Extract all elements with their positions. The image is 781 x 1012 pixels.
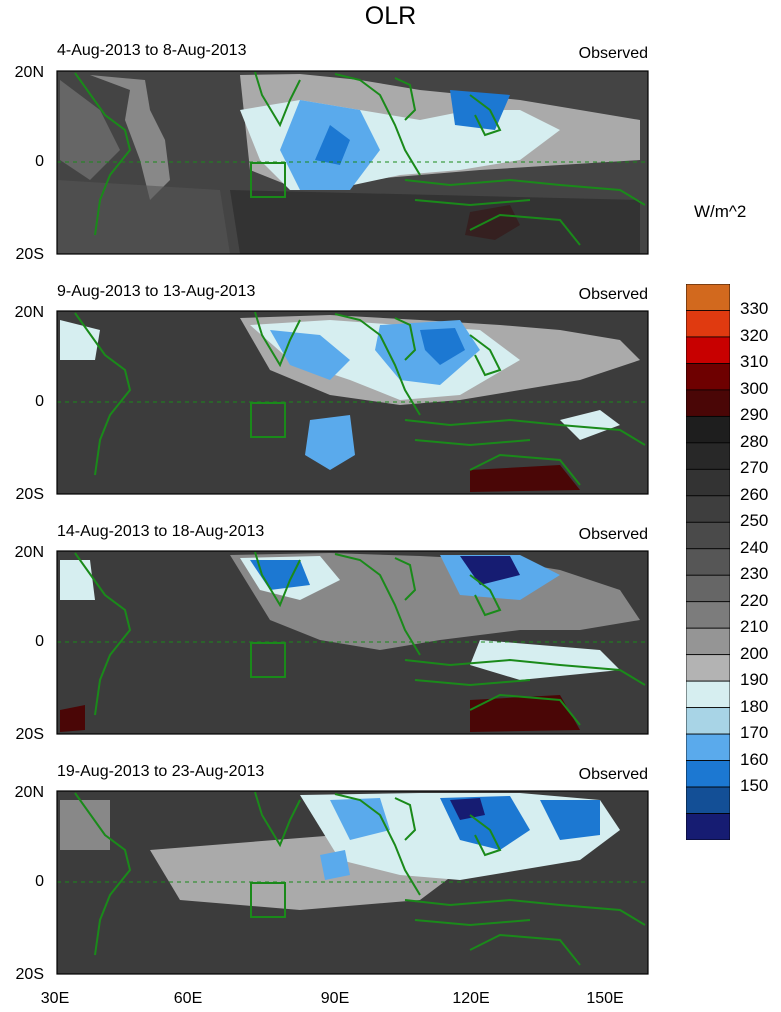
- colorbar-swatch: [686, 574, 730, 603]
- colorbar: [686, 284, 730, 840]
- y-tick-20n-p2: 20N: [14, 304, 44, 321]
- colorbar-tick-label: 210: [740, 617, 769, 637]
- y-tick-0-p3: 0: [35, 633, 44, 650]
- colorbar-swatch: [686, 786, 730, 814]
- colorbar-swatch: [686, 680, 730, 709]
- panel-1-frame: [57, 71, 648, 254]
- y-tick-20n-p1: 20N: [14, 64, 44, 81]
- y-tick-20s-p2: 20S: [15, 486, 44, 503]
- colorbar-swatch: [686, 548, 730, 576]
- colorbar-swatch: [686, 389, 730, 417]
- colorbar-tick-label: 220: [740, 590, 769, 610]
- colorbar-swatch: [686, 495, 730, 523]
- colorbar-swatch: [686, 760, 730, 788]
- colorbar-swatch: [686, 468, 730, 497]
- colorbar-swatch: [686, 310, 730, 338]
- colorbar-tick-label: 240: [740, 537, 769, 557]
- colorbar-tick-label: 160: [740, 749, 769, 769]
- panel-1-coast: [57, 71, 648, 246]
- colorbar-swatch: [686, 627, 730, 656]
- colorbar-tick-label: 280: [740, 431, 769, 451]
- y-tick-20s-p3: 20S: [15, 726, 44, 743]
- panel-2-date: 9-Aug-2013 to 13-Aug-2013: [57, 283, 256, 300]
- colorbar-swatch: [686, 707, 730, 735]
- colorbar-tick-label: 200: [740, 643, 769, 663]
- colorbar-tick-label: 250: [740, 511, 769, 531]
- colorbar-tick-label: 270: [740, 458, 769, 478]
- colorbar-swatch: [686, 654, 730, 682]
- colorbar-tick-label: 260: [740, 484, 769, 504]
- colorbar-swatch: [686, 521, 730, 550]
- colorbar-swatch: [686, 284, 730, 311]
- x-tick-60e: 60E: [173, 990, 203, 1007]
- panel-4-date: 19-Aug-2013 to 23-Aug-2013: [57, 763, 265, 780]
- panel-3-tag: Observed: [578, 526, 648, 543]
- y-tick-0-p1: 0: [35, 153, 44, 170]
- colorbar-swatch: [686, 442, 730, 470]
- panel-2-tag: Observed: [578, 286, 648, 303]
- y-tick-20n-p4: 20N: [14, 784, 44, 801]
- panel-1-date: 4-Aug-2013 to 8-Aug-2013: [57, 42, 247, 59]
- colorbar-swatch: [686, 363, 730, 391]
- panel-3-date: 14-Aug-2013 to 18-Aug-2013: [57, 523, 265, 540]
- x-tick-150e: 150E: [586, 990, 624, 1007]
- colorbar-tick-label: 290: [740, 405, 769, 425]
- y-tick-20n-p3: 20N: [14, 544, 44, 561]
- colorbar-tick-label: 300: [740, 378, 769, 398]
- colorbar-swatch: [686, 336, 730, 364]
- figure-title: OLR: [364, 2, 417, 30]
- x-tick-30e: 30E: [40, 990, 70, 1007]
- colorbar-swatch: [686, 415, 730, 444]
- y-tick-0-p2: 0: [35, 393, 44, 410]
- colorbar-tick-label: 190: [740, 670, 769, 690]
- colorbar-tick-label: 150: [740, 776, 769, 796]
- colorbar-tick-label: 180: [740, 696, 769, 716]
- y-tick-0-p4: 0: [35, 873, 44, 890]
- colorbar-unit: W/m^2: [694, 202, 747, 221]
- colorbar-tick-label: 170: [740, 723, 769, 743]
- colorbar-swatch: [686, 813, 730, 840]
- panel-4-tag: Observed: [578, 766, 648, 783]
- x-tick-120e: 120E: [452, 990, 490, 1007]
- colorbar-tick-label: 330: [740, 299, 769, 319]
- panel-1-tag: Observed: [578, 45, 648, 62]
- y-tick-20s-p1: 20S: [15, 246, 44, 263]
- colorbar-tick-label: 320: [740, 325, 769, 345]
- colorbar-swatch: [686, 733, 730, 761]
- x-tick-90e: 90E: [320, 990, 350, 1007]
- colorbar-tick-label: 230: [740, 564, 769, 584]
- colorbar-tick-label: 310: [740, 352, 769, 372]
- y-tick-20s-p4: 20S: [15, 966, 44, 983]
- colorbar-swatch: [686, 601, 730, 629]
